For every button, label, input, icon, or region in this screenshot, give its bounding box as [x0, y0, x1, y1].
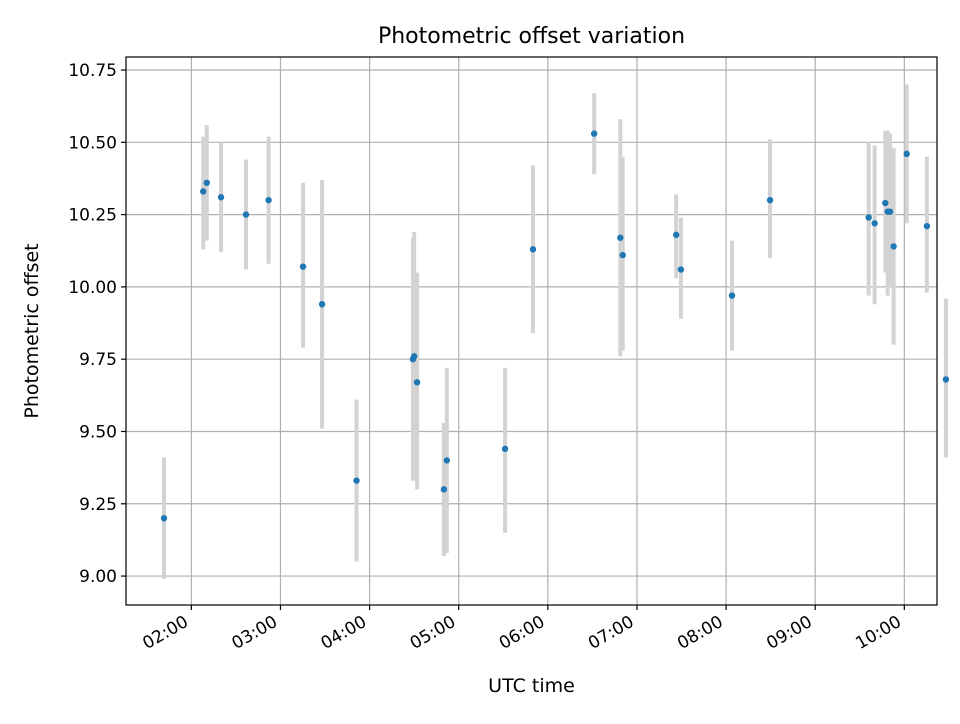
y-tick-label: 10.00 [68, 278, 117, 298]
axes-frame [125, 56, 938, 606]
data-point [619, 251, 626, 259]
y-tick-label: 9.00 [79, 567, 117, 587]
data-point [529, 246, 537, 253]
data-point [882, 199, 889, 207]
x-axis-label: UTC time [488, 675, 575, 697]
data-point [242, 211, 250, 218]
data-point [413, 379, 421, 386]
data-point [766, 196, 774, 204]
y-tick-label: 9.75 [79, 350, 117, 370]
data-point [265, 196, 272, 204]
data-point [410, 353, 418, 360]
data-point [890, 243, 897, 250]
data-point [942, 376, 950, 383]
point-layer [160, 130, 950, 522]
data-point [443, 457, 451, 464]
data-point [299, 263, 307, 270]
data-point [501, 445, 509, 453]
data-point [677, 266, 685, 273]
data-point [728, 292, 736, 299]
data-point [590, 130, 598, 137]
data-point [217, 194, 225, 201]
data-point [200, 188, 207, 195]
y-tick-label: 10.75 [68, 61, 117, 81]
data-point [617, 234, 624, 241]
y-tick-label: 9.50 [79, 422, 117, 442]
data-point [865, 214, 872, 221]
chart-title: Photometric offset variation [378, 24, 685, 49]
data-point [923, 222, 931, 230]
data-point [886, 208, 894, 215]
y-axis-label: Photometric offset [21, 243, 43, 418]
data-point [203, 179, 210, 186]
data-point [672, 231, 680, 239]
grid-layer [126, 57, 937, 605]
data-point [440, 486, 448, 493]
y-axis-ticks: 9.00 9.25 9.50 9.75 10.00 10.25 10.50 10.75 [68, 61, 126, 587]
data-point [871, 220, 878, 227]
y-tick-label: 10.50 [68, 133, 117, 153]
data-point [353, 477, 360, 484]
y-tick-label: 10.25 [68, 206, 117, 226]
data-point [160, 515, 168, 522]
y-tick-label: 9.25 [79, 495, 117, 515]
data-point [318, 301, 326, 308]
data-point [903, 150, 910, 158]
